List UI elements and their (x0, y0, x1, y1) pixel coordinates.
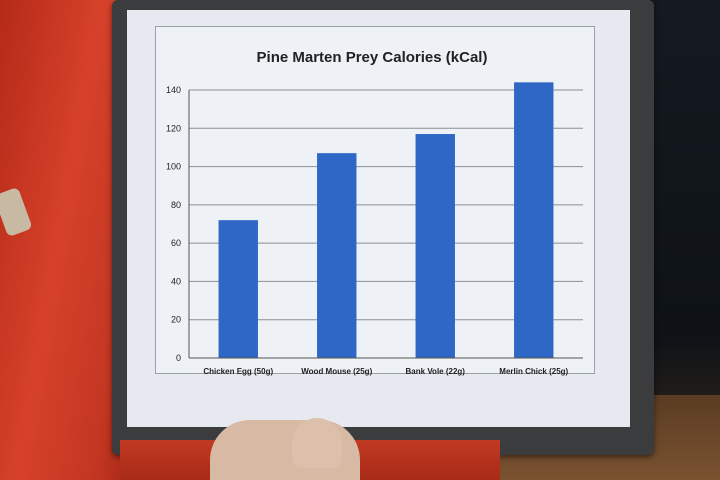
hand-finger (292, 418, 342, 468)
bar (415, 134, 455, 358)
bar (218, 220, 258, 358)
y-tick-label: 20 (171, 315, 181, 325)
bars (218, 82, 554, 358)
category-label: Merlin Chick (25g) (499, 367, 568, 376)
category-labels: Chicken Egg (50g) Wood Mouse (25g) Bank Vo… (203, 367, 568, 376)
category-label: Wood Mouse (25g) (301, 367, 372, 376)
y-tick-labels: 0 20 40 60 80 100 120 140 (166, 85, 181, 363)
y-tick-label: 0 (176, 353, 181, 363)
y-tick-label: 60 (171, 238, 181, 248)
bar (317, 153, 357, 358)
y-tick-label: 100 (166, 162, 181, 172)
y-tick-label: 40 (171, 276, 181, 286)
category-label: Bank Vole (22g) (406, 367, 466, 376)
y-tick-label: 120 (166, 123, 181, 133)
chart-title: Pine Marten Prey Calories (kCal) (257, 49, 488, 66)
y-tick-label: 80 (171, 200, 181, 210)
bar (514, 82, 554, 358)
y-tick-label: 140 (166, 85, 181, 95)
category-label: Chicken Egg (50g) (203, 367, 273, 376)
